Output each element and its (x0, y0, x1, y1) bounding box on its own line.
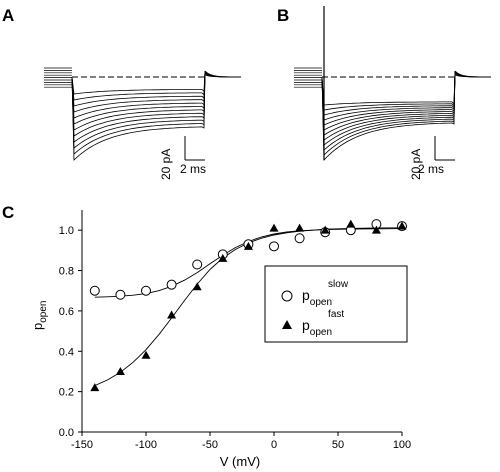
panel-letter-c: C (2, 203, 14, 222)
legend-slow-sub: open (310, 297, 332, 308)
data-point-slow (192, 259, 203, 270)
current-trace (71, 70, 206, 131)
current-trace (321, 70, 456, 111)
panel-a-scale-bar: 20 pA 2 ms (159, 136, 206, 180)
current-trace (321, 70, 456, 146)
data-point-fast (90, 383, 100, 392)
legend: popenslow popenfast (264, 265, 408, 343)
data-markers (89, 219, 407, 392)
y-tick-label: 0.8 (59, 266, 74, 278)
data-point-fast (269, 223, 279, 232)
current-trace (71, 70, 206, 149)
data-point-slow (115, 289, 126, 300)
data-point-slow (89, 285, 100, 296)
current-trace (321, 70, 456, 121)
panel-letter-a: A (2, 6, 14, 25)
current-trace (321, 70, 456, 131)
data-point-fast (192, 282, 202, 291)
x-axis-title: V (mV) (220, 454, 260, 469)
data-point-fast (397, 221, 407, 230)
y-tick-label: 0.4 (59, 346, 74, 358)
current-trace (71, 70, 206, 107)
current-trace (71, 70, 206, 155)
panel-a-current-traces (44, 67, 241, 161)
y-tick-label: 0.2 (59, 387, 74, 399)
data-point-fast (141, 350, 151, 359)
legend-slow-marker (281, 290, 293, 302)
data-point-fast (243, 241, 253, 250)
panel-b-current-scale-label: 20 pA (409, 149, 423, 180)
current-trace (71, 70, 206, 95)
legend-fast-label: popen fast (302, 309, 344, 338)
current-trace (71, 70, 206, 125)
current-trace (321, 70, 456, 106)
current-trace (71, 70, 206, 143)
data-point-slow (294, 233, 305, 244)
legend-slow-base: p (302, 287, 310, 303)
data-point-fast (115, 366, 125, 375)
x-tick-label: -50 (202, 439, 218, 451)
x-tick-label: 0 (271, 439, 277, 451)
current-trace (71, 70, 206, 161)
data-point-slow (269, 241, 279, 252)
data-point-fast (218, 253, 228, 262)
legend-slow-sup: slow (328, 279, 349, 290)
y-tick-label: 1.0 (59, 225, 74, 237)
current-trace (321, 70, 456, 116)
y-tick-label: 0.0 (59, 427, 74, 439)
tail-trace (204, 74, 241, 78)
y-axis-title: popen (30, 301, 49, 330)
data-point-fast (295, 223, 305, 232)
current-trace (71, 70, 206, 137)
data-point-fast (167, 310, 177, 319)
legend-fast-sup: fast (328, 309, 344, 320)
panel-a-time-scale-label: 2 ms (180, 162, 206, 176)
panel-b-time-scale-label: 2 ms (418, 162, 444, 176)
y-axis-title-sub: open (38, 301, 49, 323)
panel-b-current-traces (294, 6, 491, 161)
current-trace (321, 70, 456, 151)
x-tick-label: 50 (332, 439, 344, 451)
legend-fast-marker (282, 320, 292, 329)
current-trace (321, 70, 456, 156)
current-trace (71, 70, 206, 101)
current-trace (71, 70, 206, 113)
legend-box (264, 265, 408, 343)
data-point-slow (166, 279, 177, 290)
data-point-slow (141, 285, 151, 296)
panel-b-scale-bar: 20 pA 2 ms (409, 136, 455, 180)
tail-trace (454, 74, 491, 78)
x-axis-ticks: -150 -100 -50 0 50 100 (71, 432, 411, 451)
legend-fast-sub: open (310, 327, 332, 338)
panel-a-current-scale-label: 20 pA (159, 149, 173, 180)
current-trace (321, 70, 456, 141)
x-tick-label: -100 (135, 439, 157, 451)
x-tick-label: -150 (71, 439, 93, 451)
data-point-fast (371, 225, 381, 234)
data-point-fast (346, 219, 356, 228)
x-tick-label: 100 (393, 439, 411, 451)
current-trace (321, 70, 456, 136)
panel-c-popen-plot: -150 -100 -50 0 50 100 0.0 0.2 0.4 0.6 0.8 1.0 V (… (30, 210, 411, 469)
y-axis-title-base: p (30, 323, 45, 330)
legend-fast-base: p (302, 317, 310, 333)
current-trace (321, 70, 456, 161)
y-tick-label: 0.6 (59, 306, 74, 318)
legend-slow-label: popen slow (302, 279, 349, 308)
current-trace (71, 70, 206, 119)
data-point-fast (320, 225, 330, 234)
current-trace (321, 70, 456, 126)
panel-letter-b: B (277, 6, 289, 25)
y-axis-ticks: 0.0 0.2 0.4 0.6 0.8 1.0 (59, 225, 82, 439)
